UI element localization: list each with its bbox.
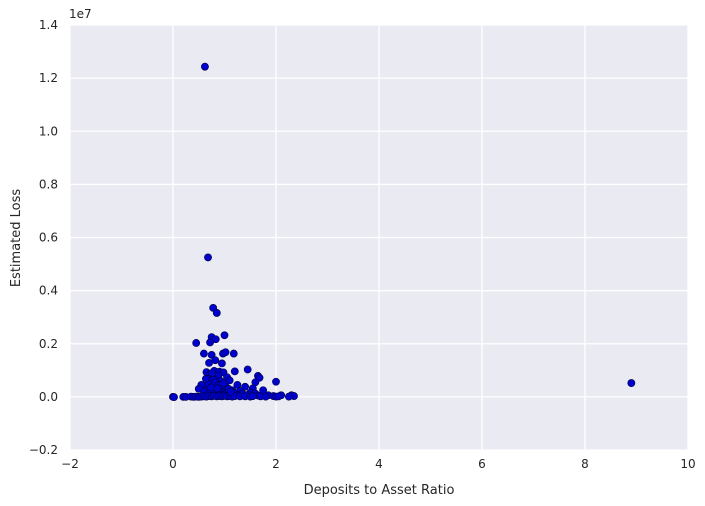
data-point (284, 392, 293, 401)
x-tick-label: 8 (581, 457, 589, 471)
data-point (204, 253, 212, 262)
y-tick-label: 1.4 (39, 18, 58, 32)
data-point (221, 348, 230, 357)
x-tick-label: 0 (169, 457, 177, 471)
y-tick-label: 0.6 (39, 231, 58, 245)
data-point (229, 349, 238, 358)
data-point (241, 382, 249, 391)
data-point (192, 339, 201, 347)
data-point (201, 62, 209, 71)
x-tick-label: 2 (272, 457, 280, 471)
data-point (248, 392, 257, 400)
x-tick-labels: −2 0 2 4 6 8 10 (61, 457, 695, 471)
data-point (207, 351, 216, 359)
y-tick-labels: −0.2 0.0 0.2 0.4 0.6 0.8 1.0 1.2 1.4 (29, 18, 58, 457)
y-tick-label: 0.4 (39, 284, 58, 298)
data-point (272, 377, 280, 386)
y-tick-label: −0.2 (29, 443, 58, 457)
data-point (170, 393, 178, 402)
data-point (243, 365, 252, 374)
data-point (205, 358, 213, 367)
y-tick-label: 0.2 (39, 337, 58, 351)
y-axis-label: Estimated Loss (9, 189, 24, 288)
y-tick-label: 1.0 (39, 124, 58, 138)
x-axis-label: Deposits to Asset Ratio (304, 483, 455, 498)
data-point (219, 379, 228, 388)
data-point (274, 392, 283, 401)
y-tick-label: 1.2 (39, 71, 58, 85)
data-point (206, 338, 214, 347)
data-point (218, 359, 226, 368)
x-tick-label: 4 (375, 457, 383, 471)
x-tick-label: 6 (478, 457, 486, 471)
data-point (208, 369, 217, 377)
data-points (169, 62, 636, 402)
data-point (199, 349, 208, 358)
data-point (213, 384, 222, 393)
x-tick-label: 10 (680, 457, 695, 471)
data-point (261, 392, 270, 401)
x-tick-label: −2 (61, 457, 79, 471)
y-tick-label: 0.0 (39, 390, 58, 404)
data-point (202, 374, 210, 383)
data-point (220, 331, 229, 340)
y-offset-label: 1e7 (69, 7, 92, 21)
data-point (230, 367, 239, 376)
data-point (225, 376, 234, 385)
data-point (226, 387, 235, 396)
data-point (627, 379, 636, 387)
y-tick-label: 0.8 (39, 177, 58, 191)
data-point (212, 309, 221, 317)
